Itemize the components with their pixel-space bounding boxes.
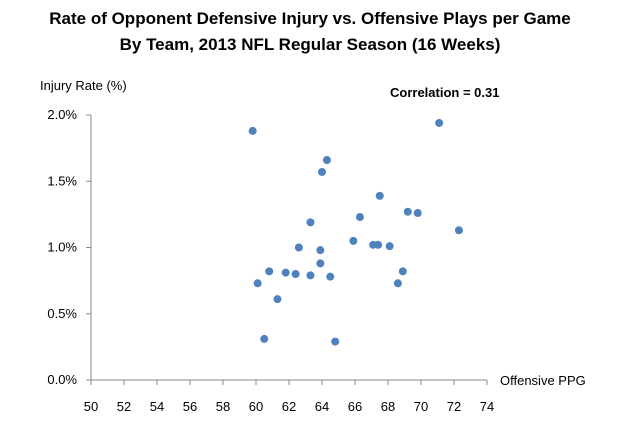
data-point bbox=[331, 337, 340, 346]
y-tick-label: 0.5% bbox=[47, 306, 77, 321]
data-point bbox=[322, 156, 331, 165]
data-point bbox=[385, 242, 394, 251]
data-point bbox=[260, 334, 269, 343]
x-tick-label: 66 bbox=[348, 399, 362, 414]
x-tick-label: 72 bbox=[447, 399, 461, 414]
y-tick-label: 1.0% bbox=[47, 240, 77, 255]
data-point bbox=[306, 271, 315, 280]
data-point bbox=[248, 126, 257, 135]
data-point bbox=[326, 272, 335, 281]
data-point bbox=[265, 267, 274, 276]
data-point bbox=[316, 246, 325, 255]
y-tick-label: 1.5% bbox=[47, 173, 77, 188]
data-point bbox=[413, 209, 422, 218]
data-point bbox=[294, 243, 303, 252]
x-tick-label: 58 bbox=[216, 399, 230, 414]
data-point bbox=[375, 191, 384, 200]
x-axis-label: Offensive PPG bbox=[500, 373, 586, 388]
x-tick-label: 52 bbox=[117, 399, 131, 414]
data-point bbox=[316, 259, 325, 268]
data-point bbox=[435, 118, 444, 127]
x-tick-label: 62 bbox=[282, 399, 296, 414]
chart-title-line-1: Rate of Opponent Defensive Injury vs. Of… bbox=[49, 9, 571, 28]
data-point bbox=[318, 167, 326, 176]
correlation-annotation: Correlation = 0.31 bbox=[390, 85, 499, 100]
data-point bbox=[398, 267, 407, 276]
x-tick-label: 56 bbox=[183, 399, 197, 414]
data-point bbox=[291, 270, 300, 278]
y-tick-label: 0.0% bbox=[47, 372, 77, 387]
chart-title-line-2: By Team, 2013 NFL Regular Season (16 Wee… bbox=[119, 35, 501, 54]
chart-title: Rate of Opponent Defensive Injury vs. Of… bbox=[0, 6, 620, 58]
data-point bbox=[281, 268, 290, 277]
data-point bbox=[253, 279, 262, 288]
x-tick-label: 54 bbox=[150, 399, 164, 414]
y-tick-label: 2.0% bbox=[47, 107, 77, 122]
x-tick-label: 64 bbox=[315, 399, 329, 414]
y-axis-label: Injury Rate (%) bbox=[40, 78, 127, 93]
x-tick-label: 68 bbox=[381, 399, 395, 414]
x-tick-label: 74 bbox=[480, 399, 494, 414]
data-point bbox=[349, 236, 358, 245]
x-tick-label: 70 bbox=[414, 399, 428, 414]
data-point bbox=[273, 295, 282, 304]
x-tick-label: 60 bbox=[249, 399, 263, 414]
x-tick-label: 50 bbox=[84, 399, 98, 414]
data-point bbox=[454, 226, 463, 235]
data-point bbox=[355, 213, 364, 222]
data-point bbox=[306, 218, 315, 227]
data-point bbox=[393, 279, 402, 288]
data-point bbox=[374, 240, 383, 249]
data-point bbox=[403, 207, 412, 216]
